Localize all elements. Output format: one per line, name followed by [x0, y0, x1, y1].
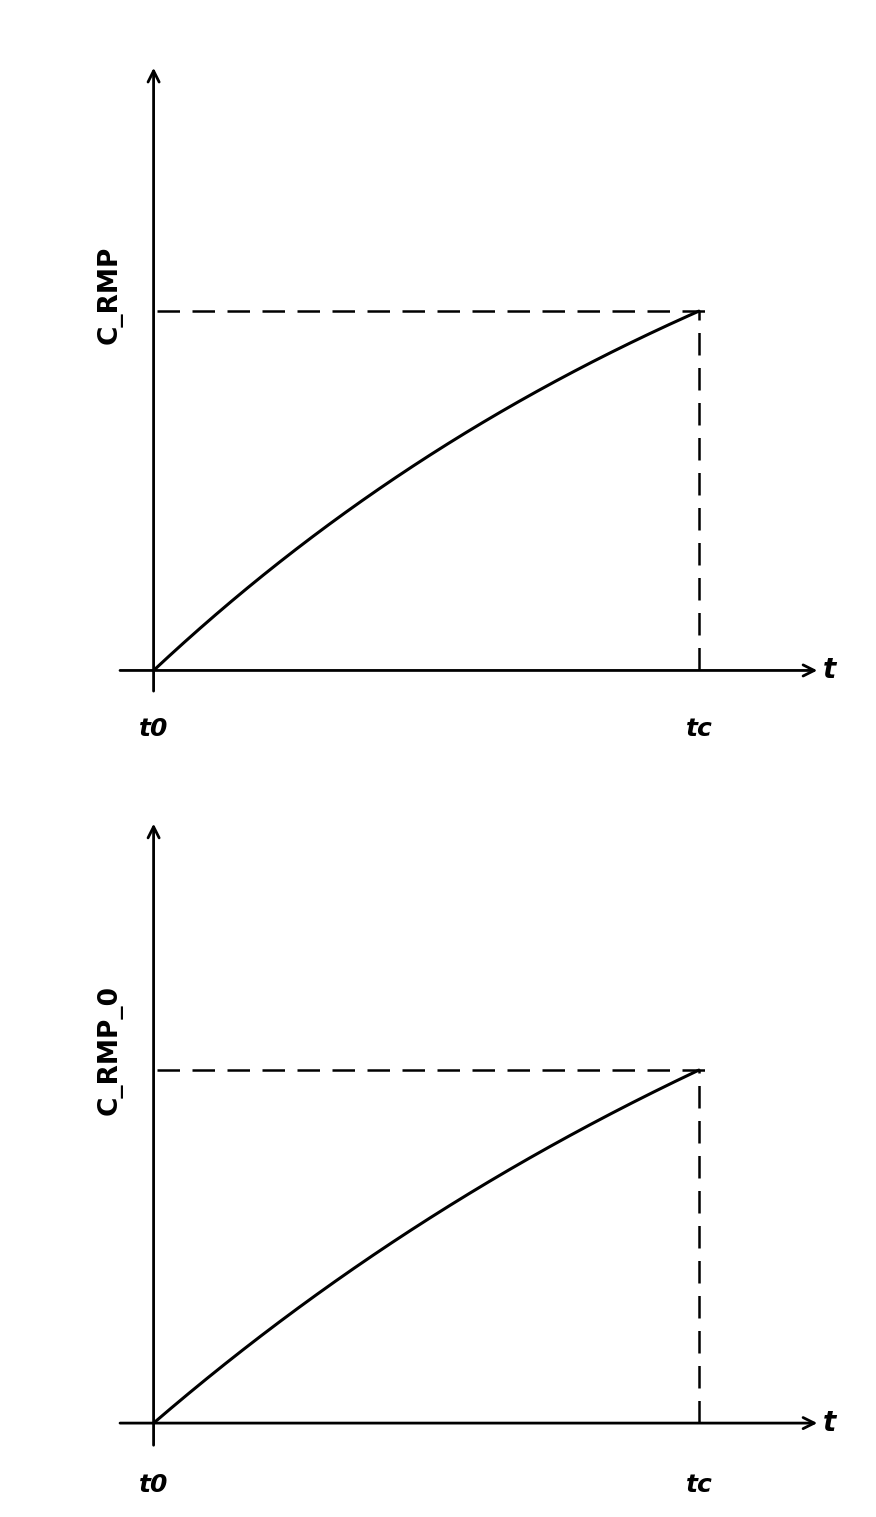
Text: t: t: [823, 657, 837, 684]
Text: C_RMP: C_RMP: [97, 246, 123, 344]
Text: t0: t0: [139, 718, 168, 742]
Text: tc: tc: [685, 718, 712, 742]
Text: C_RMP_0: C_RMP_0: [97, 985, 123, 1115]
Text: t0: t0: [139, 1473, 168, 1497]
Text: tc: tc: [685, 1473, 712, 1497]
Text: t: t: [823, 1409, 837, 1437]
